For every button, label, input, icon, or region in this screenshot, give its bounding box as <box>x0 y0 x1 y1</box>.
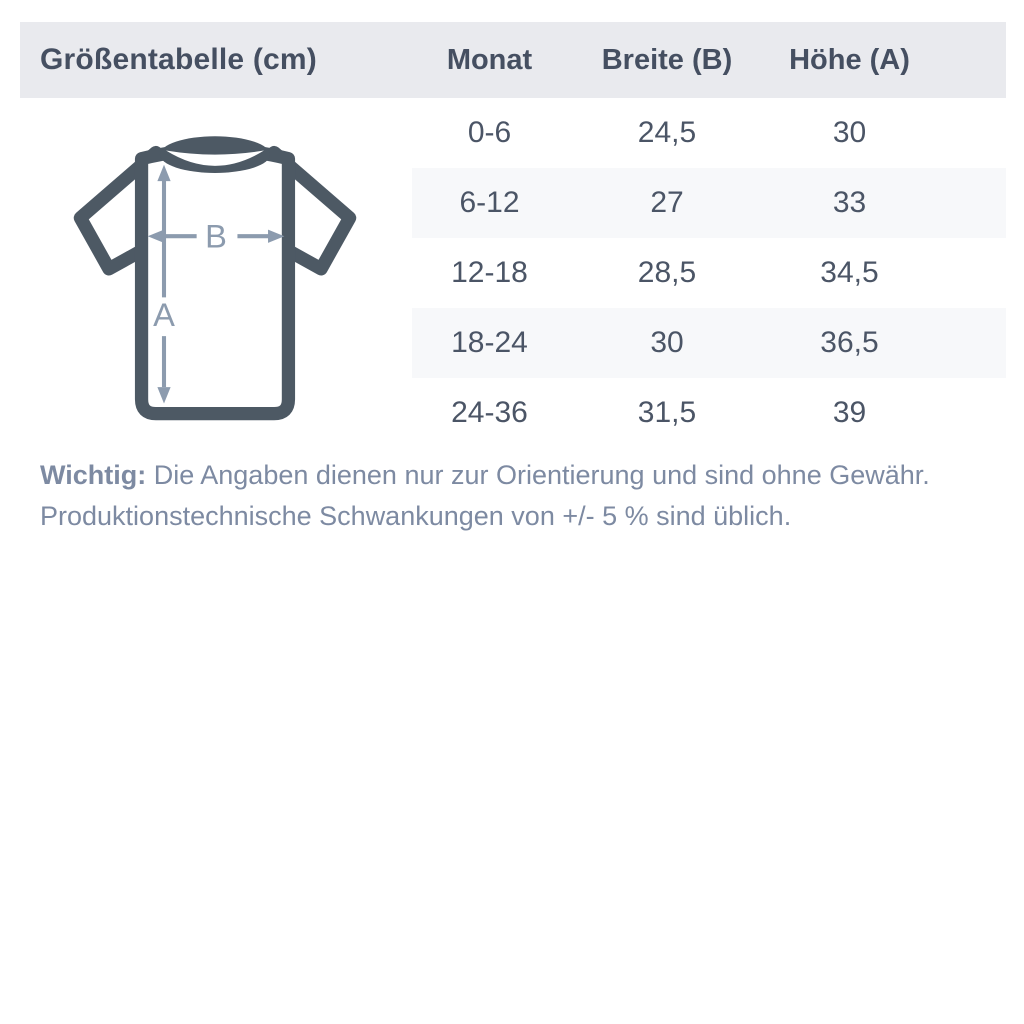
table-row: 12-18 28,5 34,5 <box>412 238 1006 308</box>
page-title: Größentabelle (cm) <box>40 43 317 76</box>
cell-monat: 18-24 <box>451 326 528 359</box>
cell-breite: 24,5 <box>637 116 697 149</box>
table-row: 24-36 31,5 39 <box>412 378 1006 448</box>
cell-monat: 0-6 <box>467 116 512 149</box>
table-row: 0-6 24,5 30 <box>412 98 1006 168</box>
width-arrow <box>147 229 285 243</box>
cell-monat: 24-36 <box>451 396 528 429</box>
cell-hoehe: 34,5 <box>820 256 879 289</box>
disclaimer-line-2: Produktionstechnische Schwankungen von +… <box>40 501 792 531</box>
cell-monat: 12-18 <box>451 256 528 289</box>
table-row: 18-24 30 36,5 <box>412 308 1006 378</box>
disclaimer-line-1-text: Die Angaben dienen nur zur Orientierung … <box>146 460 930 490</box>
shirt-collar-band <box>159 136 271 173</box>
cell-hoehe: 30 <box>832 116 867 149</box>
disclaimer-note: Wichtig: Die Angaben dienen nur zur Orie… <box>40 455 980 537</box>
cell-breite: 28,5 <box>637 256 697 289</box>
width-arrow-label: B <box>205 217 227 254</box>
disclaimer-bold-prefix: Wichtig: <box>40 460 147 490</box>
shirt-collar-opening <box>166 150 264 166</box>
cell-breite: 31,5 <box>637 396 697 429</box>
height-arrow-label: A <box>153 296 175 333</box>
column-header-hoehe: Höhe (A) <box>789 43 910 76</box>
table-row: 6-12 27 33 <box>412 168 1006 238</box>
cell-monat: 6-12 <box>459 186 520 219</box>
column-header-monat: Monat <box>446 43 533 76</box>
cell-breite: 30 <box>650 326 684 359</box>
disclaimer-line-1: Wichtig: Die Angaben dienen nur zur Orie… <box>40 455 980 496</box>
cell-breite: 27 <box>650 186 684 219</box>
table-header-band: Größentabelle (cm) Monat Breite (B) Höhe… <box>20 22 1006 98</box>
cell-hoehe: 36,5 <box>820 326 879 359</box>
cell-hoehe: 33 <box>832 186 867 219</box>
tshirt-diagram-svg: A B <box>73 136 357 421</box>
column-header-breite: Breite (B) <box>601 43 733 76</box>
cell-hoehe: 39 <box>832 396 867 429</box>
tshirt-measurement-icon: A B <box>62 124 368 430</box>
